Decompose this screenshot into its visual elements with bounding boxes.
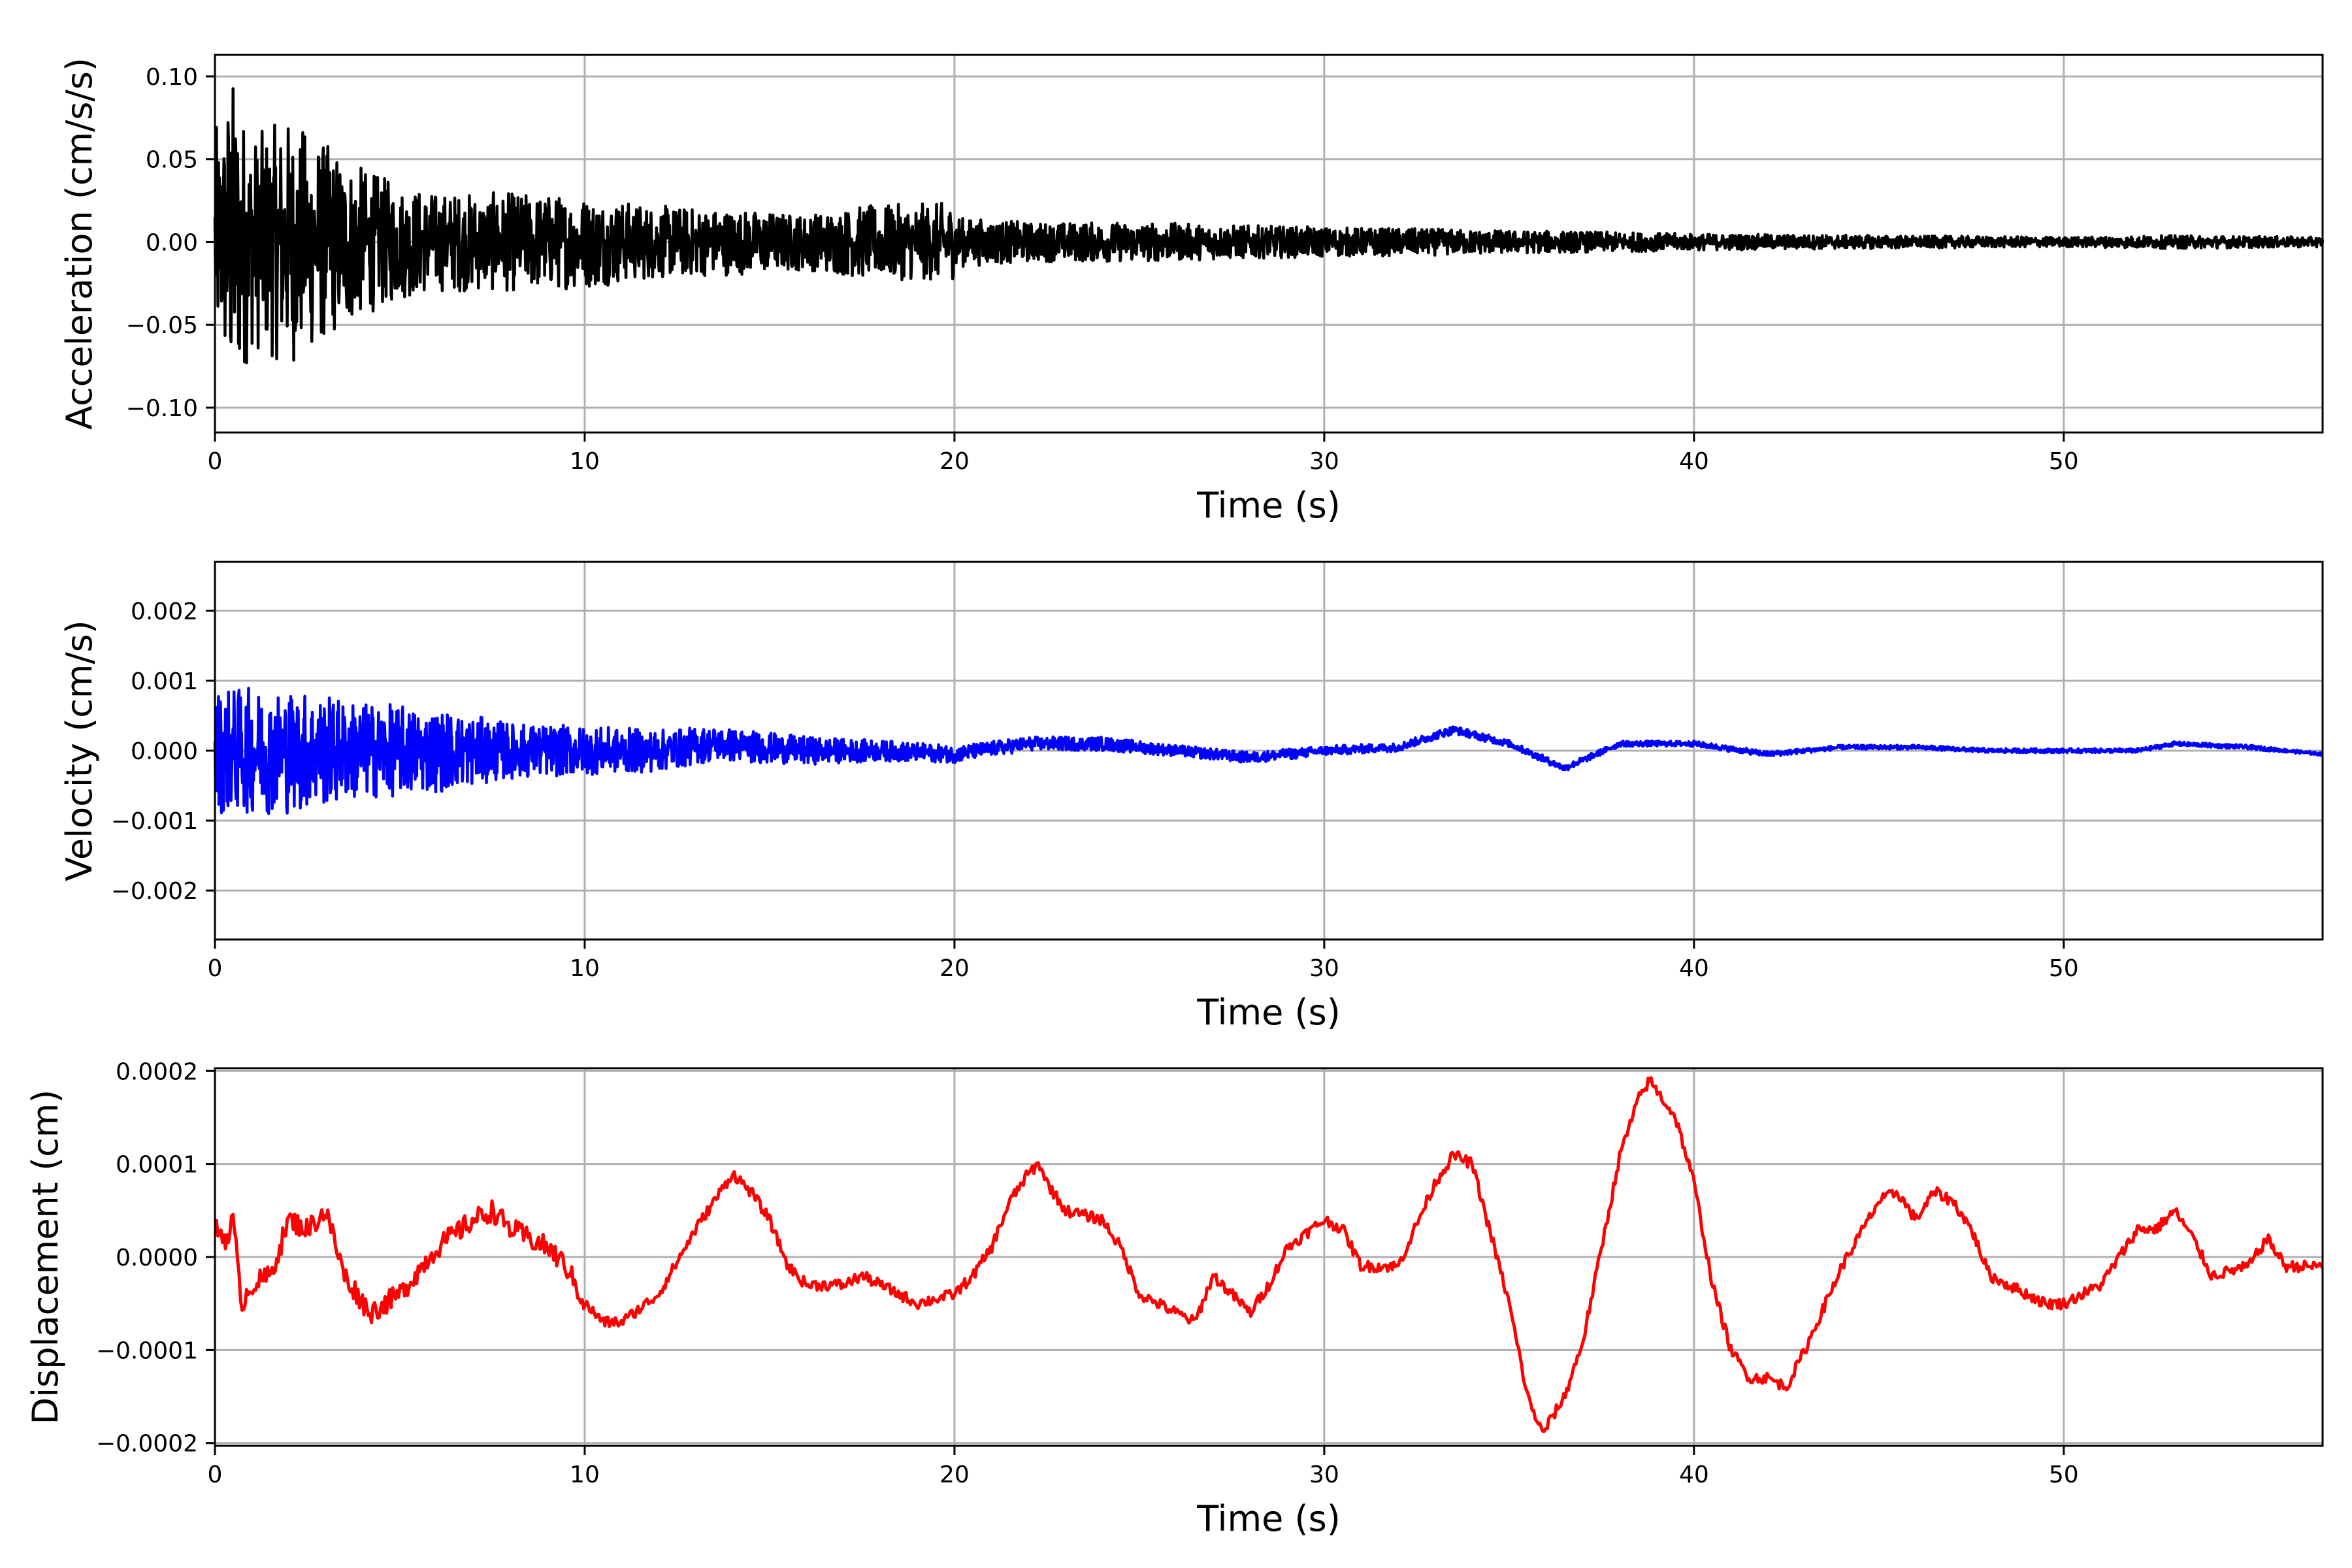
displacement-x-tick-label: 20 — [939, 1462, 970, 1488]
displacement-ticks: 0 10 20 30 40 50 −0.0002 −0.0001 0.0000 0.0001 0.0… — [96, 1058, 2079, 1488]
acceleration-x-tick-label: 50 — [2049, 448, 2079, 475]
acceleration-y-axis-label: Acceleration (cm/s/s) — [59, 57, 100, 430]
displacement-x-tick-label: 50 — [2049, 1462, 2079, 1488]
velocity-x-tick-label: 50 — [2049, 955, 2079, 982]
acceleration-y-tick-label: −0.10 — [126, 395, 198, 422]
displacement-x-tick-label: 30 — [1309, 1462, 1339, 1488]
velocity-series-line — [213, 687, 2324, 815]
acceleration-x-tick-label: 30 — [1309, 448, 1339, 475]
velocity-x-tick-label: 10 — [570, 955, 600, 982]
acceleration-x-tick-label: 40 — [1679, 448, 1709, 475]
acceleration-y-tick-label: 0.00 — [146, 229, 198, 256]
displacement-panel: 0 10 20 30 40 50 −0.0002 −0.0001 0.0000 0.0001 0.0… — [25, 1058, 2325, 1539]
displacement-grid — [214, 1068, 2323, 1446]
velocity-y-axis-label: Velocity (cm/s) — [59, 620, 100, 881]
acceleration-ticks: 0 10 20 30 40 50 −0.10 −0.05 0.00 0.05 0.10 — [126, 64, 2079, 475]
displacement-y-tick-label: −0.0001 — [96, 1337, 198, 1364]
acceleration-panel: 0 10 20 30 40 50 −0.10 −0.05 0.00 0.05 0.10 Time (… — [59, 54, 2325, 526]
velocity-x-tick-label: 30 — [1309, 955, 1339, 982]
velocity-x-axis-label: Time (s) — [1196, 992, 1341, 1033]
velocity-x-tick-label: 0 — [208, 955, 223, 982]
velocity-y-tick-label: 0.001 — [131, 668, 198, 695]
velocity-panel: 0 10 20 30 40 50 −0.002 −0.001 0.000 0.001 0.002 T… — [59, 561, 2324, 1033]
displacement-y-axis-label: Displacement (cm) — [25, 1090, 66, 1425]
velocity-y-tick-label: −0.001 — [111, 808, 198, 835]
acceleration-y-tick-label: 0.05 — [146, 147, 198, 174]
displacement-x-axis-label: Time (s) — [1196, 1498, 1341, 1539]
velocity-ticks: 0 10 20 30 40 50 −0.002 −0.001 0.000 0.001 0.002 — [111, 598, 2079, 982]
displacement-x-tick-label: 10 — [570, 1462, 600, 1488]
acceleration-x-tick-label: 10 — [570, 448, 600, 475]
displacement-y-tick-label: 0.0000 — [116, 1245, 198, 1271]
displacement-y-tick-label: 0.0001 — [116, 1152, 198, 1179]
acceleration-plot-frame — [214, 54, 2324, 434]
velocity-y-tick-label: 0.002 — [131, 598, 198, 625]
velocity-x-tick-label: 20 — [939, 955, 970, 982]
displacement-x-tick-label: 40 — [1679, 1462, 1709, 1488]
acceleration-x-tick-label: 0 — [208, 448, 223, 475]
velocity-x-tick-label: 40 — [1679, 955, 1709, 982]
displacement-series-line — [214, 1076, 2325, 1433]
acceleration-y-tick-label: −0.05 — [126, 312, 198, 339]
displacement-y-tick-label: −0.0002 — [96, 1431, 198, 1458]
acceleration-x-axis-label: Time (s) — [1196, 485, 1341, 526]
displacement-y-tick-label: 0.0002 — [116, 1058, 198, 1085]
acceleration-series-line — [213, 87, 2325, 365]
velocity-y-tick-label: −0.002 — [111, 878, 198, 905]
displacement-x-tick-label: 0 — [208, 1462, 223, 1488]
acceleration-y-tick-label: 0.10 — [146, 64, 198, 91]
velocity-y-tick-label: 0.000 — [131, 738, 198, 765]
acceleration-x-tick-label: 20 — [939, 448, 970, 475]
